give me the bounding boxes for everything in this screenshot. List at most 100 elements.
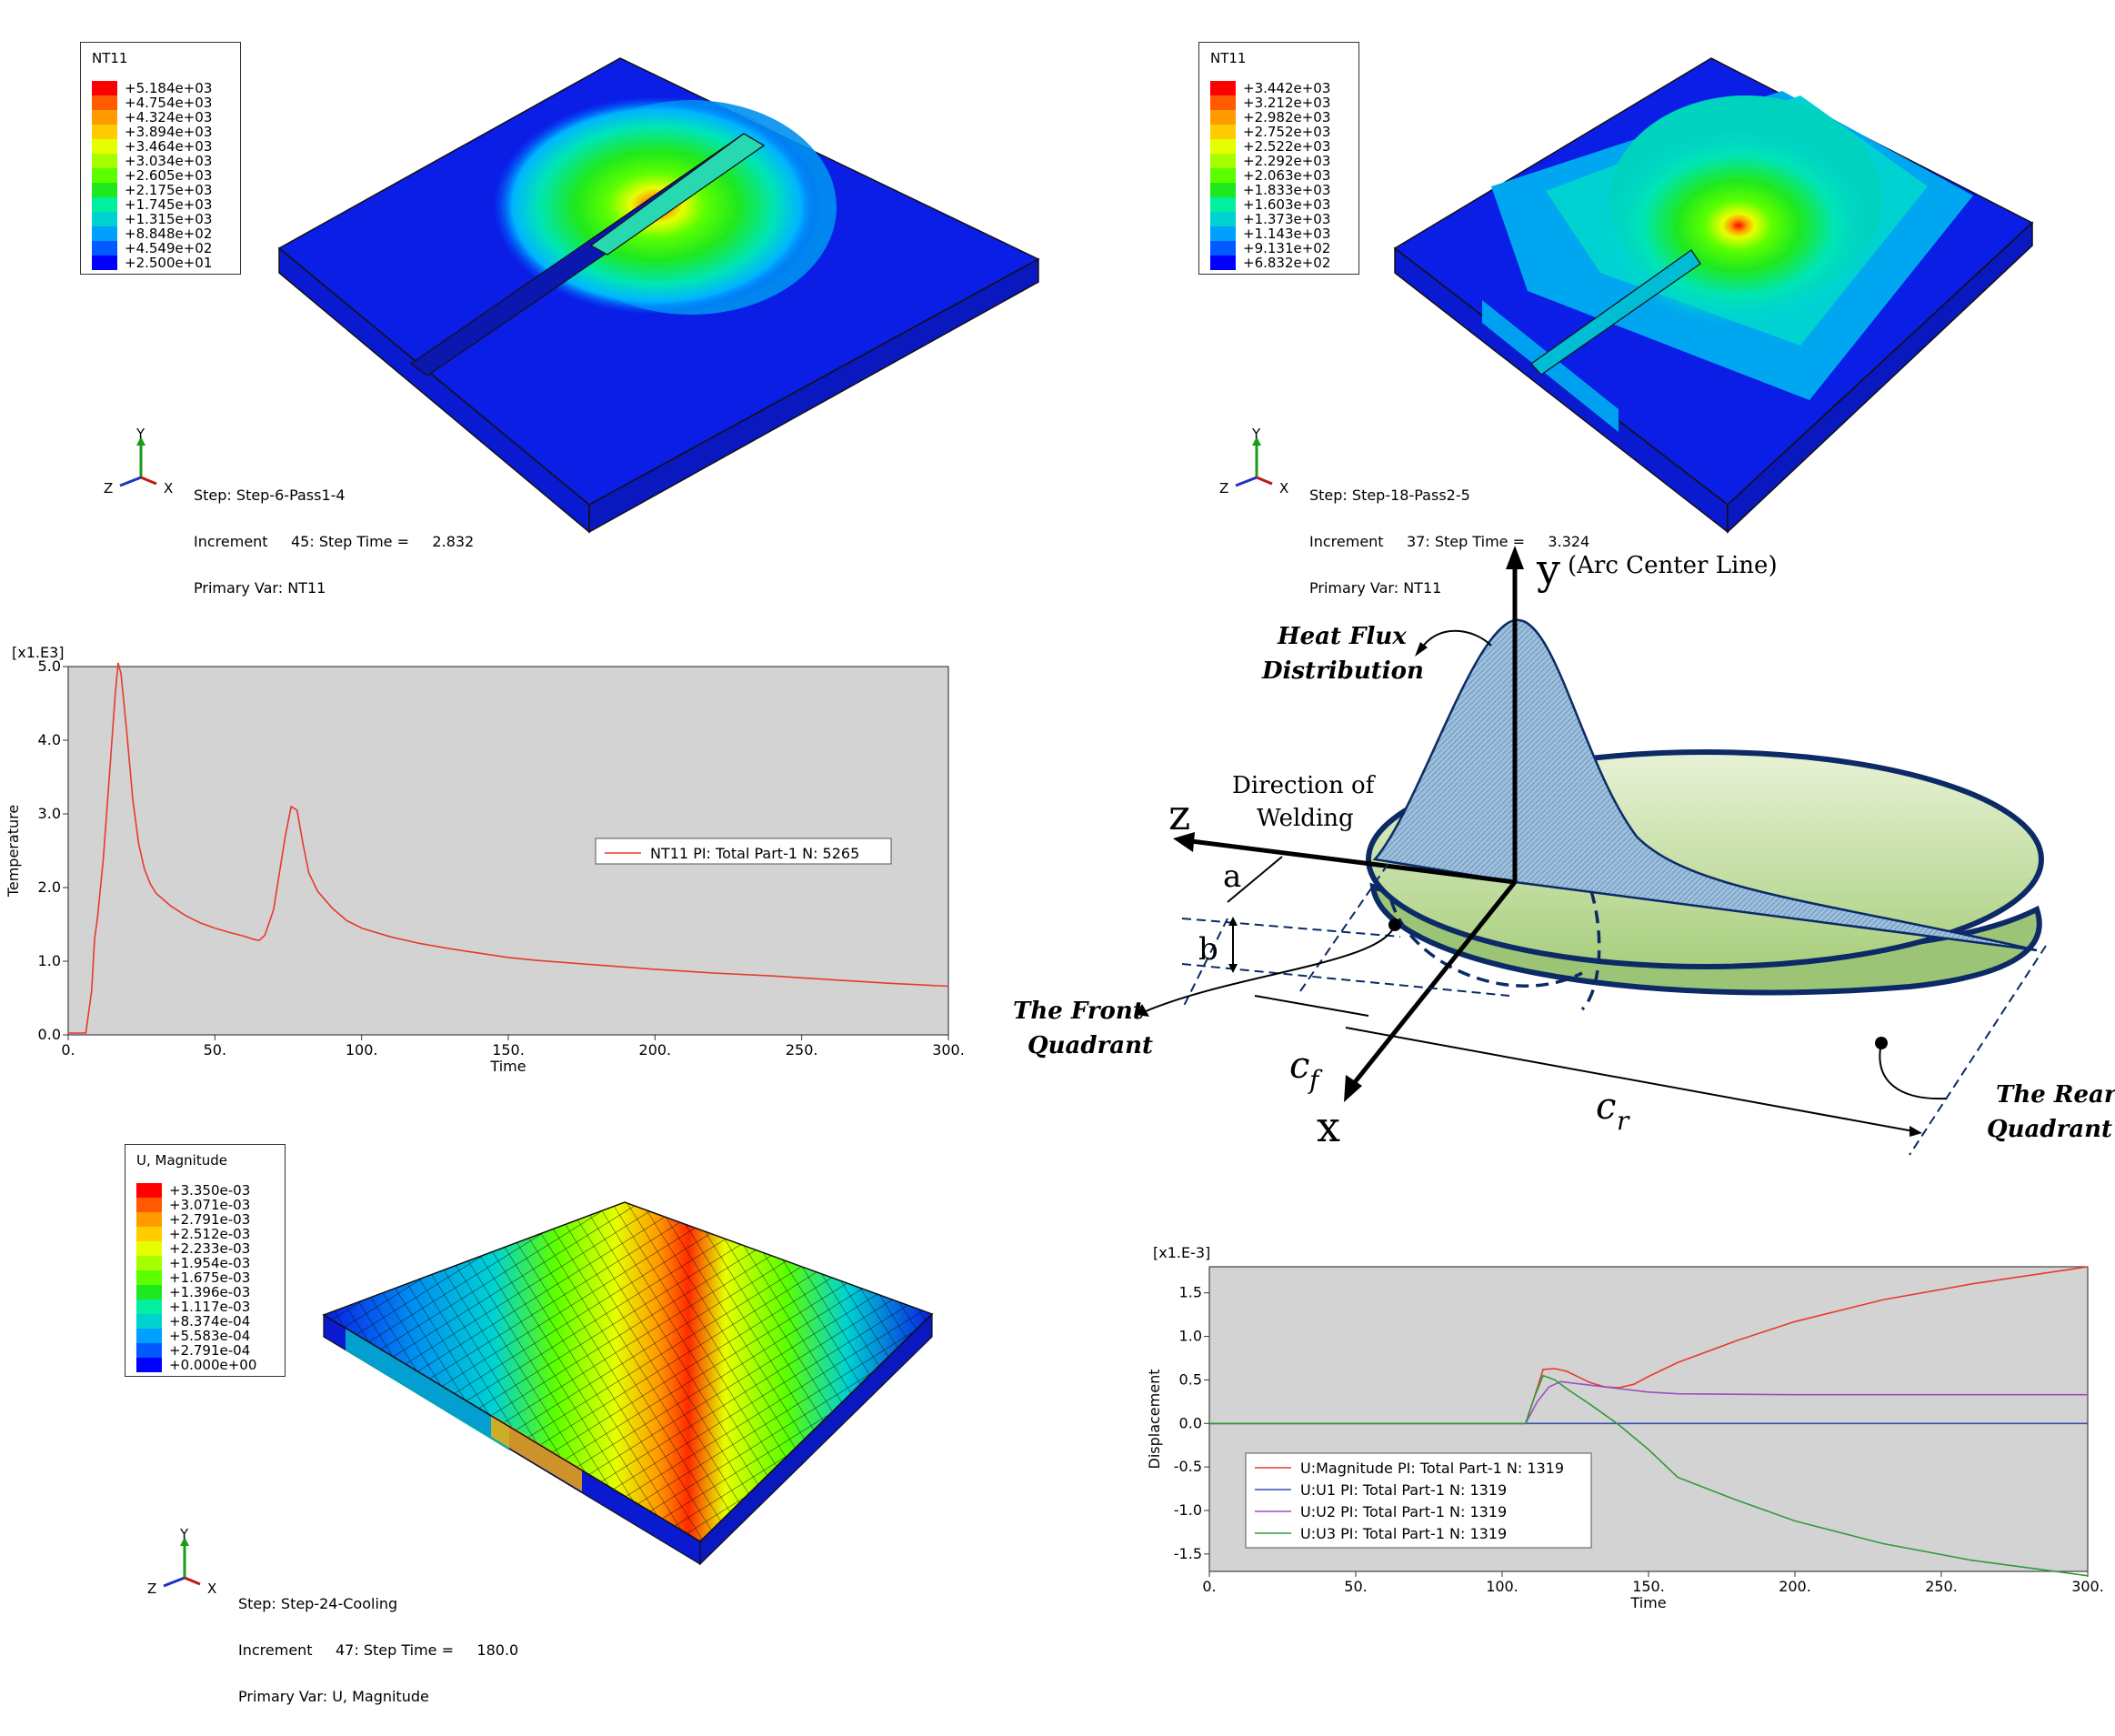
legend-value: +2.500e+01 [125, 255, 213, 271]
legend-row: +2.063e+03 [1210, 168, 1330, 183]
legend-swatch [1210, 154, 1236, 168]
legend-swatch [1210, 241, 1236, 256]
legend-value: +1.675e-03 [169, 1269, 251, 1286]
triad-x-label: X [207, 1580, 216, 1597]
legend-value: +3.034e+03 [125, 153, 213, 169]
arc-center-label: (Arc Center Line) [1568, 552, 1778, 579]
series-line-0 [68, 662, 949, 1034]
triad-y-label: Y [135, 427, 145, 442]
y-tick-label: 5.0 [38, 657, 61, 675]
temperature-chart-panel: [x1.E3] 0. 50. 100. 150. 200. 250. 300. 0.0 1.0 2.… [0, 637, 965, 1075]
legend-row: +1.373e+03 [1210, 212, 1330, 226]
legend-row: +2.982e+03 [1210, 110, 1330, 125]
legend-value: +1.745e+03 [125, 196, 213, 213]
legend-row: +5.583e-04 [136, 1329, 250, 1343]
displacement-contour-panel: U, Magnitude +3.350e-03 +3.071e-03 +2.791e… [0, 1137, 1000, 1704]
displacement-chart-panel: [x1.E-3] 0. 50. 100. 150. 200. 250. 300. -1.5 -1.… [1128, 1237, 2115, 1614]
legend-swatch [92, 168, 117, 183]
step-info-1: Step: Step-6-Pass1-4 Increment 45: Step … [194, 457, 474, 627]
triad-x-label: X [1279, 480, 1288, 497]
legend-value: +1.143e+03 [1243, 226, 1331, 242]
legend-row: +3.350e-03 [136, 1183, 250, 1198]
y-tick-label: 1.5 [1179, 1284, 1202, 1301]
legend-value: +0.000e+00 [169, 1357, 257, 1373]
y-tick-label: -0.5 [1174, 1458, 1202, 1475]
legend-value: +3.464e+03 [125, 138, 213, 155]
legend-value: +8.848e+02 [125, 226, 213, 242]
step-label: Step: Step-24-Cooling [238, 1595, 398, 1612]
legend-row: +6.832e+02 [1210, 256, 1330, 270]
x-axis-label: x [1317, 1102, 1340, 1151]
temperature-chart: [x1.E3] 0. 50. 100. 150. 200. 250. 300. 0.0 1.0 2.… [5, 644, 965, 1075]
legend-value: +4.324e+03 [125, 109, 213, 125]
axis-triad-1: Y Z X [100, 426, 182, 504]
triad-z-label: Z [147, 1580, 156, 1597]
legend-row: +2.752e+03 [1210, 125, 1330, 139]
legend-swatch [92, 95, 117, 110]
rear-quadrant-label-1: The Rear [1996, 1081, 2115, 1109]
temp-plate-2 [1393, 57, 2034, 534]
step-info-3: Step: Step-24-Cooling Increment 47: Step… [238, 1565, 518, 1735]
legend-entry: U:U1 PI: Total Part-1 N: 1319 [1300, 1481, 1507, 1499]
dimension-cf-label: c [1289, 1045, 1309, 1087]
front-quadrant-label-2: Quadrant [1027, 1032, 1153, 1059]
axis-multiplier: [x1.E3] [12, 644, 65, 661]
legend-value: +4.754e+03 [125, 95, 213, 111]
series-line-2 [1209, 1380, 2088, 1425]
legend-entry: U:U2 PI: Total Part-1 N: 1319 [1300, 1503, 1507, 1520]
x-axis-title: Time [489, 1058, 526, 1073]
legend-row: +1.117e-03 [136, 1299, 250, 1314]
y-tick-label: -1.5 [1174, 1545, 1202, 1562]
legend-title: U, Magnitude [136, 1152, 227, 1169]
legend-swatch [136, 1198, 162, 1212]
step-label: Step: Step-6-Pass1-4 [194, 487, 346, 504]
heat-flux-distribution-curve [1372, 618, 2038, 952]
legend-swatch [136, 1212, 162, 1227]
triad-y-label: Y [1251, 427, 1261, 442]
legend-row: +8.374e-04 [136, 1314, 250, 1329]
legend-value: +1.373e+03 [1243, 211, 1331, 227]
displacement-plate [322, 1201, 934, 1566]
legend-swatch [136, 1358, 162, 1372]
legend-entry: NT11 PI: Total Part-1 N: 5265 [650, 845, 859, 862]
legend-value: +3.350e-03 [169, 1182, 251, 1199]
legend-swatch [1210, 256, 1236, 270]
legend-value: +6.832e+02 [1243, 255, 1331, 271]
legend-value: +2.522e+03 [1243, 138, 1331, 155]
legend-swatch [92, 256, 117, 270]
goldak-heat-source-diagram: y (Arc Center Line) Heat Flux Distributi… [1013, 545, 2115, 1156]
legend-title: NT11 [92, 50, 128, 66]
legend-row: +3.034e+03 [92, 154, 212, 168]
x-tick-label: 50. [1344, 1578, 1367, 1595]
legend-swatch [92, 81, 117, 95]
legend-row: +8.848e+02 [92, 226, 212, 241]
legend-value: +2.233e-03 [169, 1240, 251, 1257]
legend-row: +3.442e+03 [1210, 81, 1330, 95]
temp-legend-1: NT11 +5.184e+03 +4.754e+03 +4.324e+03 +3.89… [80, 42, 241, 275]
legend-swatch [1210, 110, 1236, 125]
x-axis-title: Time [1629, 1594, 1666, 1611]
legend-row: +1.675e-03 [136, 1270, 250, 1285]
legend-row: +9.131e+02 [1210, 241, 1330, 256]
legend-value: +5.583e-04 [169, 1328, 251, 1344]
legend-swatch [1210, 81, 1236, 95]
legend-row: +3.464e+03 [92, 139, 212, 154]
legend-row: +2.292e+03 [1210, 154, 1330, 168]
front-quadrant-label-1: The Front [1013, 998, 1144, 1025]
x-axis-line [1353, 880, 1517, 1084]
legend-row: +4.754e+03 [92, 95, 212, 110]
y-tick-label: 4.0 [38, 731, 61, 748]
x-tick-label: 100. [346, 1041, 378, 1059]
increment-label: Increment 45: Step Time = 2.832 [194, 533, 475, 550]
dimension-cr-sub: r [1617, 1106, 1630, 1136]
legend-value: +3.071e-03 [169, 1197, 251, 1213]
temp-legend-2-box: NT11 +3.442e+03 +3.212e+03 +2.982e+03 +2.75… [1198, 42, 1359, 275]
legend-swatch [92, 197, 117, 212]
legend-row: +2.233e-03 [136, 1241, 250, 1256]
legend-value: +1.117e-03 [169, 1299, 251, 1315]
legend-row: +2.791e-03 [136, 1212, 250, 1227]
legend-value: +3.442e+03 [1243, 80, 1331, 96]
x-tick-label: 150. [1632, 1578, 1665, 1595]
step-label: Step: Step-18-Pass2-5 [1309, 487, 1470, 504]
legend-swatch [92, 125, 117, 139]
